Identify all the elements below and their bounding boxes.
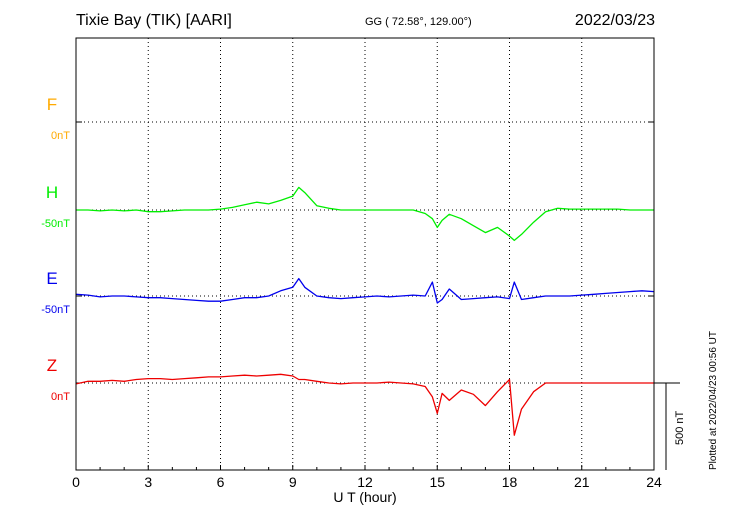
channel-label-z: Z — [47, 356, 57, 375]
scale-bar-label: 500 nT — [674, 410, 686, 445]
series-h-line — [76, 186, 654, 242]
scale-bar: 500 nT — [654, 382, 686, 470]
channel-label-h: H — [46, 183, 58, 202]
offset-label-f: 0nT — [51, 130, 70, 142]
chart-date: 2022/03/23 — [575, 12, 655, 29]
x-axis-label: U T (hour) — [333, 489, 396, 505]
channel-label-e: E — [46, 269, 57, 288]
chart-title: Tixie Bay (TIK) [AARI] — [76, 12, 232, 29]
x-tick-label: 15 — [429, 474, 445, 490]
series-z-line — [75, 373, 654, 436]
plotted-note: Plotted at 2022/04/23 00:56 UT — [708, 331, 719, 470]
channel-labels: F 0nT H -50nT E -50nT Z 0nT — [41, 95, 70, 403]
series-layer — [75, 186, 655, 436]
x-tick-label: 0 — [72, 474, 80, 490]
x-ticks: 0 3 6 9 12 15 18 21 24 — [72, 121, 662, 490]
station-coordinates: GG ( 72.58°, 129.00°) — [365, 16, 472, 28]
x-tick-label: 9 — [289, 474, 297, 490]
plot-frame — [75, 37, 655, 471]
offset-label-z: 0nT — [51, 391, 70, 403]
x-tick-label: 21 — [574, 474, 590, 490]
channel-label-f: F — [47, 95, 57, 114]
x-tick-label: 12 — [357, 474, 373, 490]
series-e-line — [75, 277, 655, 304]
offset-label-e: -50nT — [41, 304, 70, 316]
x-tick-label: 24 — [646, 474, 662, 490]
offset-label-h: -50nT — [41, 218, 70, 230]
x-tick-label: 18 — [502, 474, 518, 490]
x-tick-label: 6 — [217, 474, 225, 490]
x-tick-label: 3 — [144, 474, 152, 490]
